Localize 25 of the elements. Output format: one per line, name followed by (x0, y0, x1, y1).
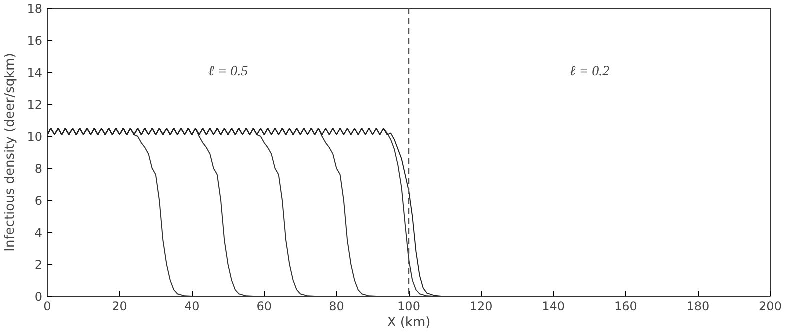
x-tick-label: 100 (398, 300, 420, 314)
y-tick-label: 8 (34, 162, 43, 176)
x-tick-label: 20 (112, 300, 128, 314)
y-tick-label: 14 (27, 66, 43, 80)
x-tick-label: 200 (759, 300, 782, 314)
annotation: ℓ = 0.5 (208, 64, 248, 80)
y-axis-title: Infectious density (deer/sqkm) (3, 53, 18, 252)
x-tick-label: 140 (542, 300, 566, 314)
x-tick-label: 180 (686, 300, 710, 314)
x-tick-label: 160 (614, 300, 638, 314)
annotation: ℓ = 0.2 (570, 64, 610, 80)
x-tick-label: 60 (256, 300, 272, 314)
y-tick-label: 18 (27, 2, 43, 16)
y-tick-label: 10 (27, 130, 43, 144)
y-tick-label: 12 (27, 98, 43, 112)
y-tick-label: 0 (34, 290, 43, 304)
x-tick-label: 120 (470, 300, 493, 314)
y-tick-label: 6 (34, 194, 43, 208)
y-tick-label: 2 (34, 258, 43, 272)
x-axis-title: X (km) (387, 316, 431, 330)
y-tick-label: 16 (27, 34, 43, 48)
y-tick-label: 4 (34, 226, 43, 240)
x-tick-label: 40 (184, 300, 200, 314)
x-tick-label: 0 (44, 300, 52, 314)
x-tick-label: 80 (329, 300, 344, 314)
